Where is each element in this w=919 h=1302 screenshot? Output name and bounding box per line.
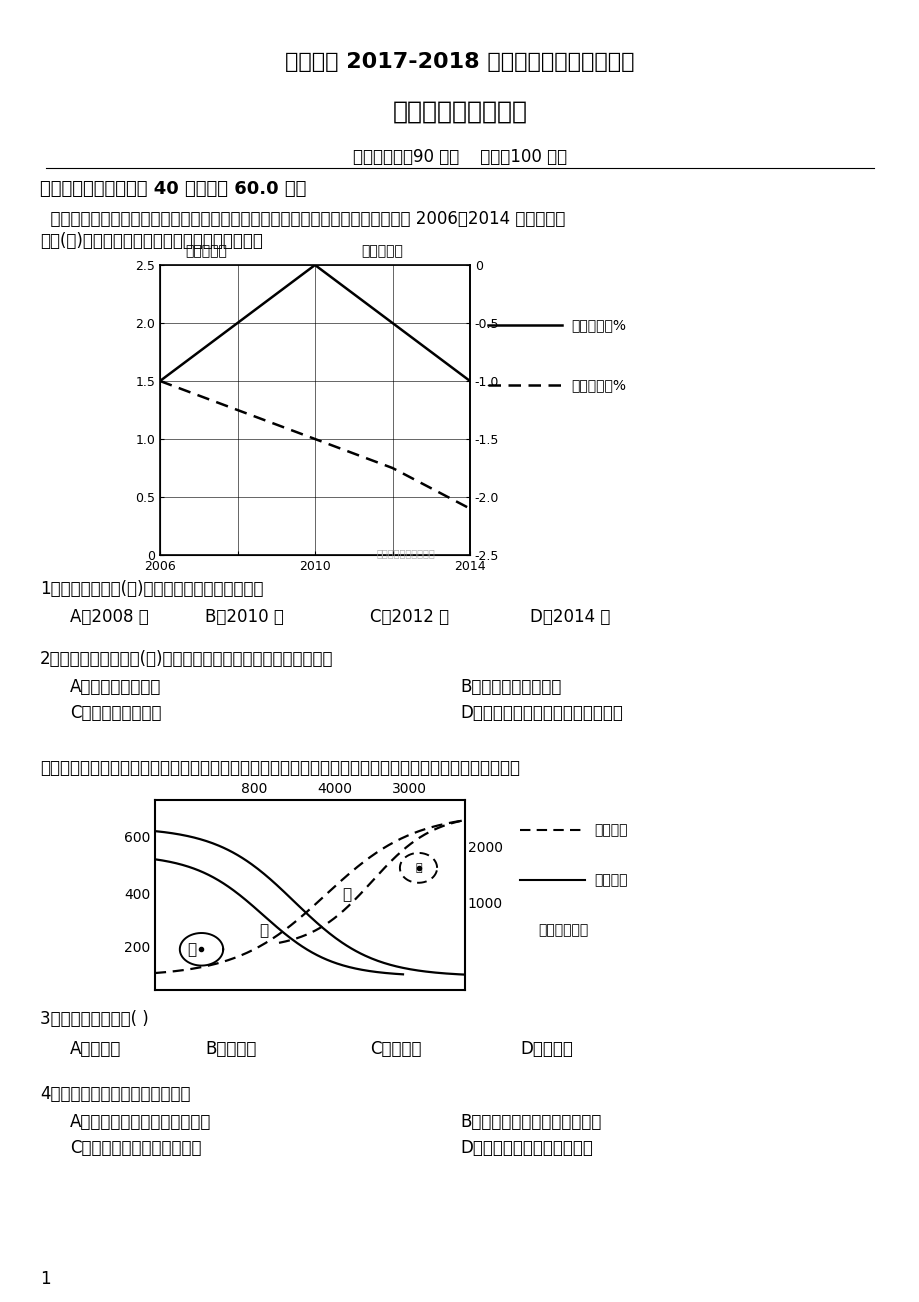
Text: 800: 800 [241,783,267,796]
Text: 微信公众订阅：会结构: 微信公众订阅：会结构 [377,548,436,559]
Text: （单位：元）: （单位：元） [538,923,588,937]
Text: C．机械厂: C．机械厂 [369,1040,421,1059]
Text: 高一年级地理科试题: 高一年级地理科试题 [392,100,527,124]
Text: 1．图示时期该省(市)人口总数最大值出现在（）: 1．图示时期该省(市)人口总数最大值出现在（） [40,579,263,598]
Text: B．北部的城市化水平高于南部: B．北部的城市化水平高于南部 [460,1113,601,1131]
Text: B．2010 年: B．2010 年 [205,608,284,626]
Text: 2．推断图示时期该省(市)人口机械增长率变化的主要原因是（）: 2．推断图示时期该省(市)人口机械增长率变化的主要原因是（） [40,650,334,668]
Text: 1000: 1000 [467,897,503,911]
Text: C．城镇房价增长快: C．城镇房价增长快 [70,704,162,723]
Text: 自然增长率%: 自然增长率% [571,318,626,332]
Text: A．产业升级和转型: A．产业升级和转型 [70,678,161,697]
Text: D．北部的地面起伏大于南部: D．北部的地面起伏大于南部 [460,1139,592,1157]
Text: 乙: 乙 [258,923,267,937]
Text: 原料运费: 原料运费 [593,823,627,837]
Text: 4000: 4000 [317,783,352,796]
Text: 泉港一中 2017-2018 学年下学期期末质量检测: 泉港一中 2017-2018 学年下学期期末质量检测 [285,52,634,72]
Text: 产品运费: 产品运费 [593,874,627,887]
Text: 机械增长率: 机械增长率 [185,245,226,259]
Text: C．2012 年: C．2012 年 [369,608,448,626]
Text: 3．该企业有可能是( ): 3．该企业有可能是( ) [40,1010,149,1029]
Text: A．制糖厂: A．制糖厂 [70,1040,121,1059]
Text: 机械增长率%: 机械增长率% [571,378,626,392]
Text: D．城市化问题严重，人口大量外迁: D．城市化问题严重，人口大量外迁 [460,704,622,723]
Text: 400: 400 [124,888,150,902]
Text: C．东部的地面起伏大于西部: C．东部的地面起伏大于西部 [70,1139,201,1157]
Text: A．2008 年: A．2008 年 [70,608,149,626]
Text: 600: 600 [124,831,150,845]
Text: 甲: 甲 [187,941,197,957]
Text: D．2014 年: D．2014 年 [529,608,609,626]
Text: 一．单选题（本大题共 40 小题，共 60.0 分）: 一．单选题（本大题共 40 小题，共 60.0 分） [40,180,306,198]
Text: 4．关于图示区域的叙述正确的是: 4．关于图示区域的叙述正确的是 [40,1085,190,1103]
Text: 人口机械增长率是指某地某时段内迁入与迁出人口数的差值与总人口之比。下图为 2006～2014 年我国东部: 人口机械增长率是指某地某时段内迁入与迁出人口数的差值与总人口之比。下图为 200… [40,210,565,228]
Text: （考试时间：90 分钟    总分：100 分）: （考试时间：90 分钟 总分：100 分） [353,148,566,165]
Text: 自然增长率: 自然增长率 [361,245,403,259]
Text: 如图表示某企业厂址与原料和产品运费的关系，等值线数值表示每万元产值的运输费用。读图完成下列问题。: 如图表示某企业厂址与原料和产品运费的关系，等值线数值表示每万元产值的运输费用。读… [40,759,519,777]
Text: 丙: 丙 [342,888,351,902]
Text: 1: 1 [40,1269,51,1288]
Text: B．饮料厂: B．饮料厂 [205,1040,256,1059]
Text: 3000: 3000 [391,783,426,796]
Text: 200: 200 [124,941,150,956]
Text: 某省(市)人口增长率变动图。读图回答下列各题。: 某省(市)人口增长率变动图。读图回答下列各题。 [40,232,263,250]
Text: 丁: 丁 [414,863,421,872]
Text: D．化工厂: D．化工厂 [519,1040,573,1059]
Text: B．经济水平持续下降: B．经济水平持续下降 [460,678,561,697]
Text: A．东部的城市化水平高于西部: A．东部的城市化水平高于西部 [70,1113,211,1131]
Text: 2000: 2000 [467,841,502,854]
